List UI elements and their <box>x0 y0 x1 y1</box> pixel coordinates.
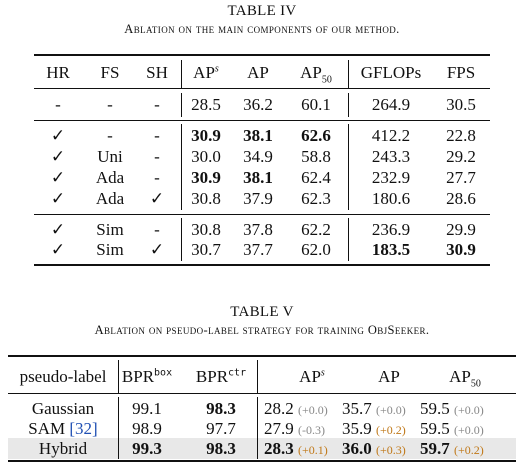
table4-vsep <box>181 60 182 88</box>
table5-caption: Ablation on pseudo-label strategy for tr… <box>94 323 430 337</box>
table4-vsep <box>181 124 182 210</box>
header-sh: SH <box>146 63 168 82</box>
header-ap50: AP50 <box>300 63 332 86</box>
table5-label: TABLE V <box>230 304 294 320</box>
header-pseudo-label: pseudo-label <box>19 367 107 386</box>
header-gflops: GFLOPs <box>360 63 422 82</box>
table4-group-rule <box>34 120 490 121</box>
table5-vsep <box>118 360 119 394</box>
table5-header-rule <box>8 393 516 394</box>
table4-header-rule <box>34 88 490 89</box>
header-ap50: AP50 <box>449 367 481 390</box>
table4-vsep <box>348 60 349 88</box>
table4-top-rule <box>34 54 490 56</box>
table4-vsep <box>181 218 182 261</box>
hybrid-row-highlight <box>8 438 516 459</box>
table5-bottom-rule <box>8 460 516 462</box>
table5-vsep <box>257 397 258 459</box>
table5-vsep <box>118 397 119 459</box>
header-ap: AP <box>378 367 400 386</box>
table4-vsep <box>181 93 182 117</box>
header-bpr-box: BPRbox <box>121 367 173 386</box>
header-fs: FS <box>100 63 120 82</box>
table4-vsep <box>348 124 349 210</box>
header-aps: APs <box>193 63 219 82</box>
header-aps: APs <box>299 367 325 386</box>
table4-vsep <box>348 218 349 261</box>
table4-caption: Ablation on the main components of our m… <box>124 22 400 36</box>
table4-vsep <box>348 93 349 117</box>
table5-vsep <box>257 360 258 394</box>
table4-bottom-rule <box>34 264 490 266</box>
table5-top-rule <box>8 355 516 357</box>
header-ap: AP <box>247 63 269 82</box>
table4-group-rule <box>34 214 490 215</box>
table4-label: TABLE IV <box>227 3 297 19</box>
header-hr: HR <box>46 63 70 82</box>
citation-link[interactable]: [32] <box>69 419 98 438</box>
header-fps: FPS <box>446 63 476 82</box>
header-bpr-ctr: BPRctr <box>195 367 247 386</box>
